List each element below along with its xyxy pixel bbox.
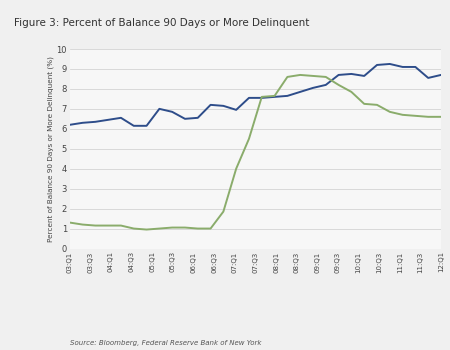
Text: Figure 3: Percent of Balance 90 Days or More Delinquent: Figure 3: Percent of Balance 90 Days or … (14, 18, 309, 28)
Text: Source: Bloomberg, Federal Reserve Bank of New York: Source: Bloomberg, Federal Reserve Bank … (70, 341, 261, 346)
Y-axis label: Percent of Balance 90 Days or More Delinquent (%): Percent of Balance 90 Days or More Delin… (47, 56, 54, 242)
